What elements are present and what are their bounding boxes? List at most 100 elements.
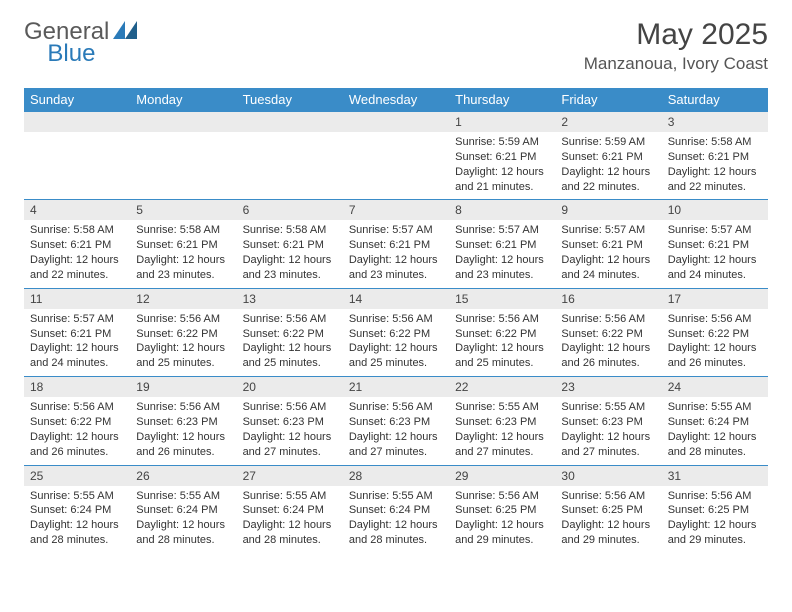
calendar-cell xyxy=(237,112,343,200)
day-details: Sunrise: 5:58 AMSunset: 6:21 PMDaylight:… xyxy=(662,132,768,199)
title-block: May 2025 Manzanoua, Ivory Coast xyxy=(584,18,768,74)
day-details: Sunrise: 5:56 AMSunset: 6:23 PMDaylight:… xyxy=(237,397,343,464)
calendar-cell: 24Sunrise: 5:55 AMSunset: 6:24 PMDayligh… xyxy=(662,377,768,465)
calendar-cell: 6Sunrise: 5:58 AMSunset: 6:21 PMDaylight… xyxy=(237,200,343,288)
calendar-row: 11Sunrise: 5:57 AMSunset: 6:21 PMDayligh… xyxy=(24,288,768,376)
day-number: 17 xyxy=(662,289,768,309)
day-details: Sunrise: 5:56 AMSunset: 6:22 PMDaylight:… xyxy=(449,309,555,376)
calendar-cell: 9Sunrise: 5:57 AMSunset: 6:21 PMDaylight… xyxy=(555,200,661,288)
calendar-cell: 16Sunrise: 5:56 AMSunset: 6:22 PMDayligh… xyxy=(555,288,661,376)
weekday-header: Saturday xyxy=(662,88,768,112)
day-details: Sunrise: 5:56 AMSunset: 6:22 PMDaylight:… xyxy=(130,309,236,376)
calendar-cell: 28Sunrise: 5:55 AMSunset: 6:24 PMDayligh… xyxy=(343,465,449,553)
calendar-cell: 18Sunrise: 5:56 AMSunset: 6:22 PMDayligh… xyxy=(24,377,130,465)
day-details: Sunrise: 5:56 AMSunset: 6:22 PMDaylight:… xyxy=(24,397,130,464)
calendar-cell xyxy=(24,112,130,200)
calendar-cell xyxy=(130,112,236,200)
calendar-cell: 1Sunrise: 5:59 AMSunset: 6:21 PMDaylight… xyxy=(449,112,555,200)
day-number: 14 xyxy=(343,289,449,309)
day-details: Sunrise: 5:57 AMSunset: 6:21 PMDaylight:… xyxy=(24,309,130,376)
calendar-row: 4Sunrise: 5:58 AMSunset: 6:21 PMDaylight… xyxy=(24,200,768,288)
day-number: 1 xyxy=(449,112,555,132)
day-details: Sunrise: 5:56 AMSunset: 6:25 PMDaylight:… xyxy=(662,486,768,553)
calendar-cell: 3Sunrise: 5:58 AMSunset: 6:21 PMDaylight… xyxy=(662,112,768,200)
day-number: 25 xyxy=(24,466,130,486)
day-number: 30 xyxy=(555,466,661,486)
day-number: 11 xyxy=(24,289,130,309)
calendar-cell: 20Sunrise: 5:56 AMSunset: 6:23 PMDayligh… xyxy=(237,377,343,465)
day-number xyxy=(237,112,343,132)
calendar-cell: 4Sunrise: 5:58 AMSunset: 6:21 PMDaylight… xyxy=(24,200,130,288)
day-details: Sunrise: 5:58 AMSunset: 6:21 PMDaylight:… xyxy=(237,220,343,287)
day-number: 23 xyxy=(555,377,661,397)
day-number: 29 xyxy=(449,466,555,486)
day-details: Sunrise: 5:56 AMSunset: 6:23 PMDaylight:… xyxy=(130,397,236,464)
day-number: 20 xyxy=(237,377,343,397)
day-number: 6 xyxy=(237,200,343,220)
day-details: Sunrise: 5:57 AMSunset: 6:21 PMDaylight:… xyxy=(555,220,661,287)
day-details: Sunrise: 5:58 AMSunset: 6:21 PMDaylight:… xyxy=(24,220,130,287)
calendar-cell: 23Sunrise: 5:55 AMSunset: 6:23 PMDayligh… xyxy=(555,377,661,465)
logo-triangle-icon xyxy=(113,21,137,44)
calendar-row: 1Sunrise: 5:59 AMSunset: 6:21 PMDaylight… xyxy=(24,112,768,200)
calendar-row: 18Sunrise: 5:56 AMSunset: 6:22 PMDayligh… xyxy=(24,377,768,465)
day-details: Sunrise: 5:56 AMSunset: 6:25 PMDaylight:… xyxy=(555,486,661,553)
day-number: 4 xyxy=(24,200,130,220)
calendar-cell: 22Sunrise: 5:55 AMSunset: 6:23 PMDayligh… xyxy=(449,377,555,465)
calendar-row: 25Sunrise: 5:55 AMSunset: 6:24 PMDayligh… xyxy=(24,465,768,553)
logo: General Blue xyxy=(24,18,189,46)
day-number: 19 xyxy=(130,377,236,397)
day-number: 12 xyxy=(130,289,236,309)
logo-text-blue: Blue xyxy=(47,40,95,68)
day-number: 2 xyxy=(555,112,661,132)
header: General Blue May 2025 Manzanoua, Ivory C… xyxy=(24,18,768,74)
day-details: Sunrise: 5:55 AMSunset: 6:24 PMDaylight:… xyxy=(343,486,449,553)
day-details: Sunrise: 5:56 AMSunset: 6:23 PMDaylight:… xyxy=(343,397,449,464)
page-title: May 2025 xyxy=(584,18,768,52)
calendar-cell: 31Sunrise: 5:56 AMSunset: 6:25 PMDayligh… xyxy=(662,465,768,553)
day-number: 5 xyxy=(130,200,236,220)
day-details: Sunrise: 5:55 AMSunset: 6:24 PMDaylight:… xyxy=(24,486,130,553)
calendar-cell: 26Sunrise: 5:55 AMSunset: 6:24 PMDayligh… xyxy=(130,465,236,553)
day-number xyxy=(130,112,236,132)
calendar-cell: 15Sunrise: 5:56 AMSunset: 6:22 PMDayligh… xyxy=(449,288,555,376)
day-number: 27 xyxy=(237,466,343,486)
calendar-cell: 19Sunrise: 5:56 AMSunset: 6:23 PMDayligh… xyxy=(130,377,236,465)
calendar-cell: 27Sunrise: 5:55 AMSunset: 6:24 PMDayligh… xyxy=(237,465,343,553)
day-number: 28 xyxy=(343,466,449,486)
location-text: Manzanoua, Ivory Coast xyxy=(584,54,768,74)
day-details: Sunrise: 5:57 AMSunset: 6:21 PMDaylight:… xyxy=(662,220,768,287)
day-number: 10 xyxy=(662,200,768,220)
day-details: Sunrise: 5:55 AMSunset: 6:24 PMDaylight:… xyxy=(237,486,343,553)
weekday-header: Thursday xyxy=(449,88,555,112)
day-details: Sunrise: 5:55 AMSunset: 6:24 PMDaylight:… xyxy=(130,486,236,553)
day-details: Sunrise: 5:59 AMSunset: 6:21 PMDaylight:… xyxy=(555,132,661,199)
calendar-cell: 7Sunrise: 5:57 AMSunset: 6:21 PMDaylight… xyxy=(343,200,449,288)
weekday-header: Friday xyxy=(555,88,661,112)
weekday-header: Wednesday xyxy=(343,88,449,112)
day-details: Sunrise: 5:55 AMSunset: 6:23 PMDaylight:… xyxy=(449,397,555,464)
calendar-cell: 17Sunrise: 5:56 AMSunset: 6:22 PMDayligh… xyxy=(662,288,768,376)
calendar-table: Sunday Monday Tuesday Wednesday Thursday… xyxy=(24,88,768,553)
calendar-cell: 13Sunrise: 5:56 AMSunset: 6:22 PMDayligh… xyxy=(237,288,343,376)
day-number: 21 xyxy=(343,377,449,397)
day-details: Sunrise: 5:55 AMSunset: 6:23 PMDaylight:… xyxy=(555,397,661,464)
calendar-cell: 30Sunrise: 5:56 AMSunset: 6:25 PMDayligh… xyxy=(555,465,661,553)
day-details: Sunrise: 5:56 AMSunset: 6:22 PMDaylight:… xyxy=(237,309,343,376)
day-details: Sunrise: 5:56 AMSunset: 6:22 PMDaylight:… xyxy=(555,309,661,376)
day-number: 26 xyxy=(130,466,236,486)
calendar-cell: 10Sunrise: 5:57 AMSunset: 6:21 PMDayligh… xyxy=(662,200,768,288)
day-number: 31 xyxy=(662,466,768,486)
calendar-cell xyxy=(343,112,449,200)
calendar-cell: 2Sunrise: 5:59 AMSunset: 6:21 PMDaylight… xyxy=(555,112,661,200)
day-number: 15 xyxy=(449,289,555,309)
calendar-cell: 29Sunrise: 5:56 AMSunset: 6:25 PMDayligh… xyxy=(449,465,555,553)
calendar-cell: 25Sunrise: 5:55 AMSunset: 6:24 PMDayligh… xyxy=(24,465,130,553)
calendar-cell: 8Sunrise: 5:57 AMSunset: 6:21 PMDaylight… xyxy=(449,200,555,288)
calendar-body: 1Sunrise: 5:59 AMSunset: 6:21 PMDaylight… xyxy=(24,112,768,554)
day-details: Sunrise: 5:55 AMSunset: 6:24 PMDaylight:… xyxy=(662,397,768,464)
day-details: Sunrise: 5:57 AMSunset: 6:21 PMDaylight:… xyxy=(449,220,555,287)
day-number xyxy=(24,112,130,132)
day-number: 9 xyxy=(555,200,661,220)
calendar-cell: 5Sunrise: 5:58 AMSunset: 6:21 PMDaylight… xyxy=(130,200,236,288)
